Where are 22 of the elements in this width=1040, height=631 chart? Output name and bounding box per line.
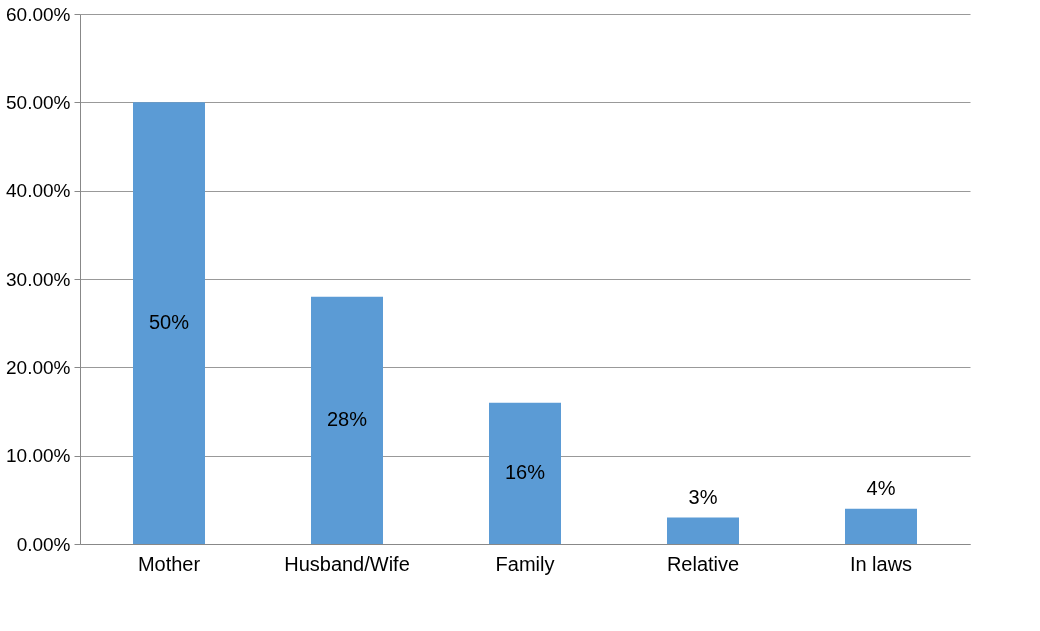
y-tick-label: 20.00% xyxy=(6,356,71,378)
y-tick-label: 50.00% xyxy=(6,91,71,113)
x-tick-label: In laws xyxy=(849,552,913,575)
data-label: 16% xyxy=(504,461,546,484)
bar xyxy=(845,508,917,544)
y-tick-label: 10.00% xyxy=(6,445,71,467)
x-tick-label: Family xyxy=(495,552,555,575)
x-tick-label: Relative xyxy=(666,552,740,575)
bar xyxy=(133,102,205,544)
x-tick-label: Husband/Wife xyxy=(284,552,410,575)
data-label: 3% xyxy=(688,485,718,508)
y-tick-label: 40.00% xyxy=(6,180,71,202)
bar xyxy=(311,296,383,544)
data-label: 50% xyxy=(148,311,190,334)
bar xyxy=(667,517,739,544)
y-tick-label: 30.00% xyxy=(6,268,71,290)
data-label: 28% xyxy=(326,408,368,431)
bar xyxy=(489,402,561,544)
data-label: 4% xyxy=(866,476,896,499)
y-tick-label: 60.00% xyxy=(6,3,71,25)
y-tick-label: 0.00% xyxy=(16,533,71,555)
x-tick-label: Mother xyxy=(137,552,201,575)
